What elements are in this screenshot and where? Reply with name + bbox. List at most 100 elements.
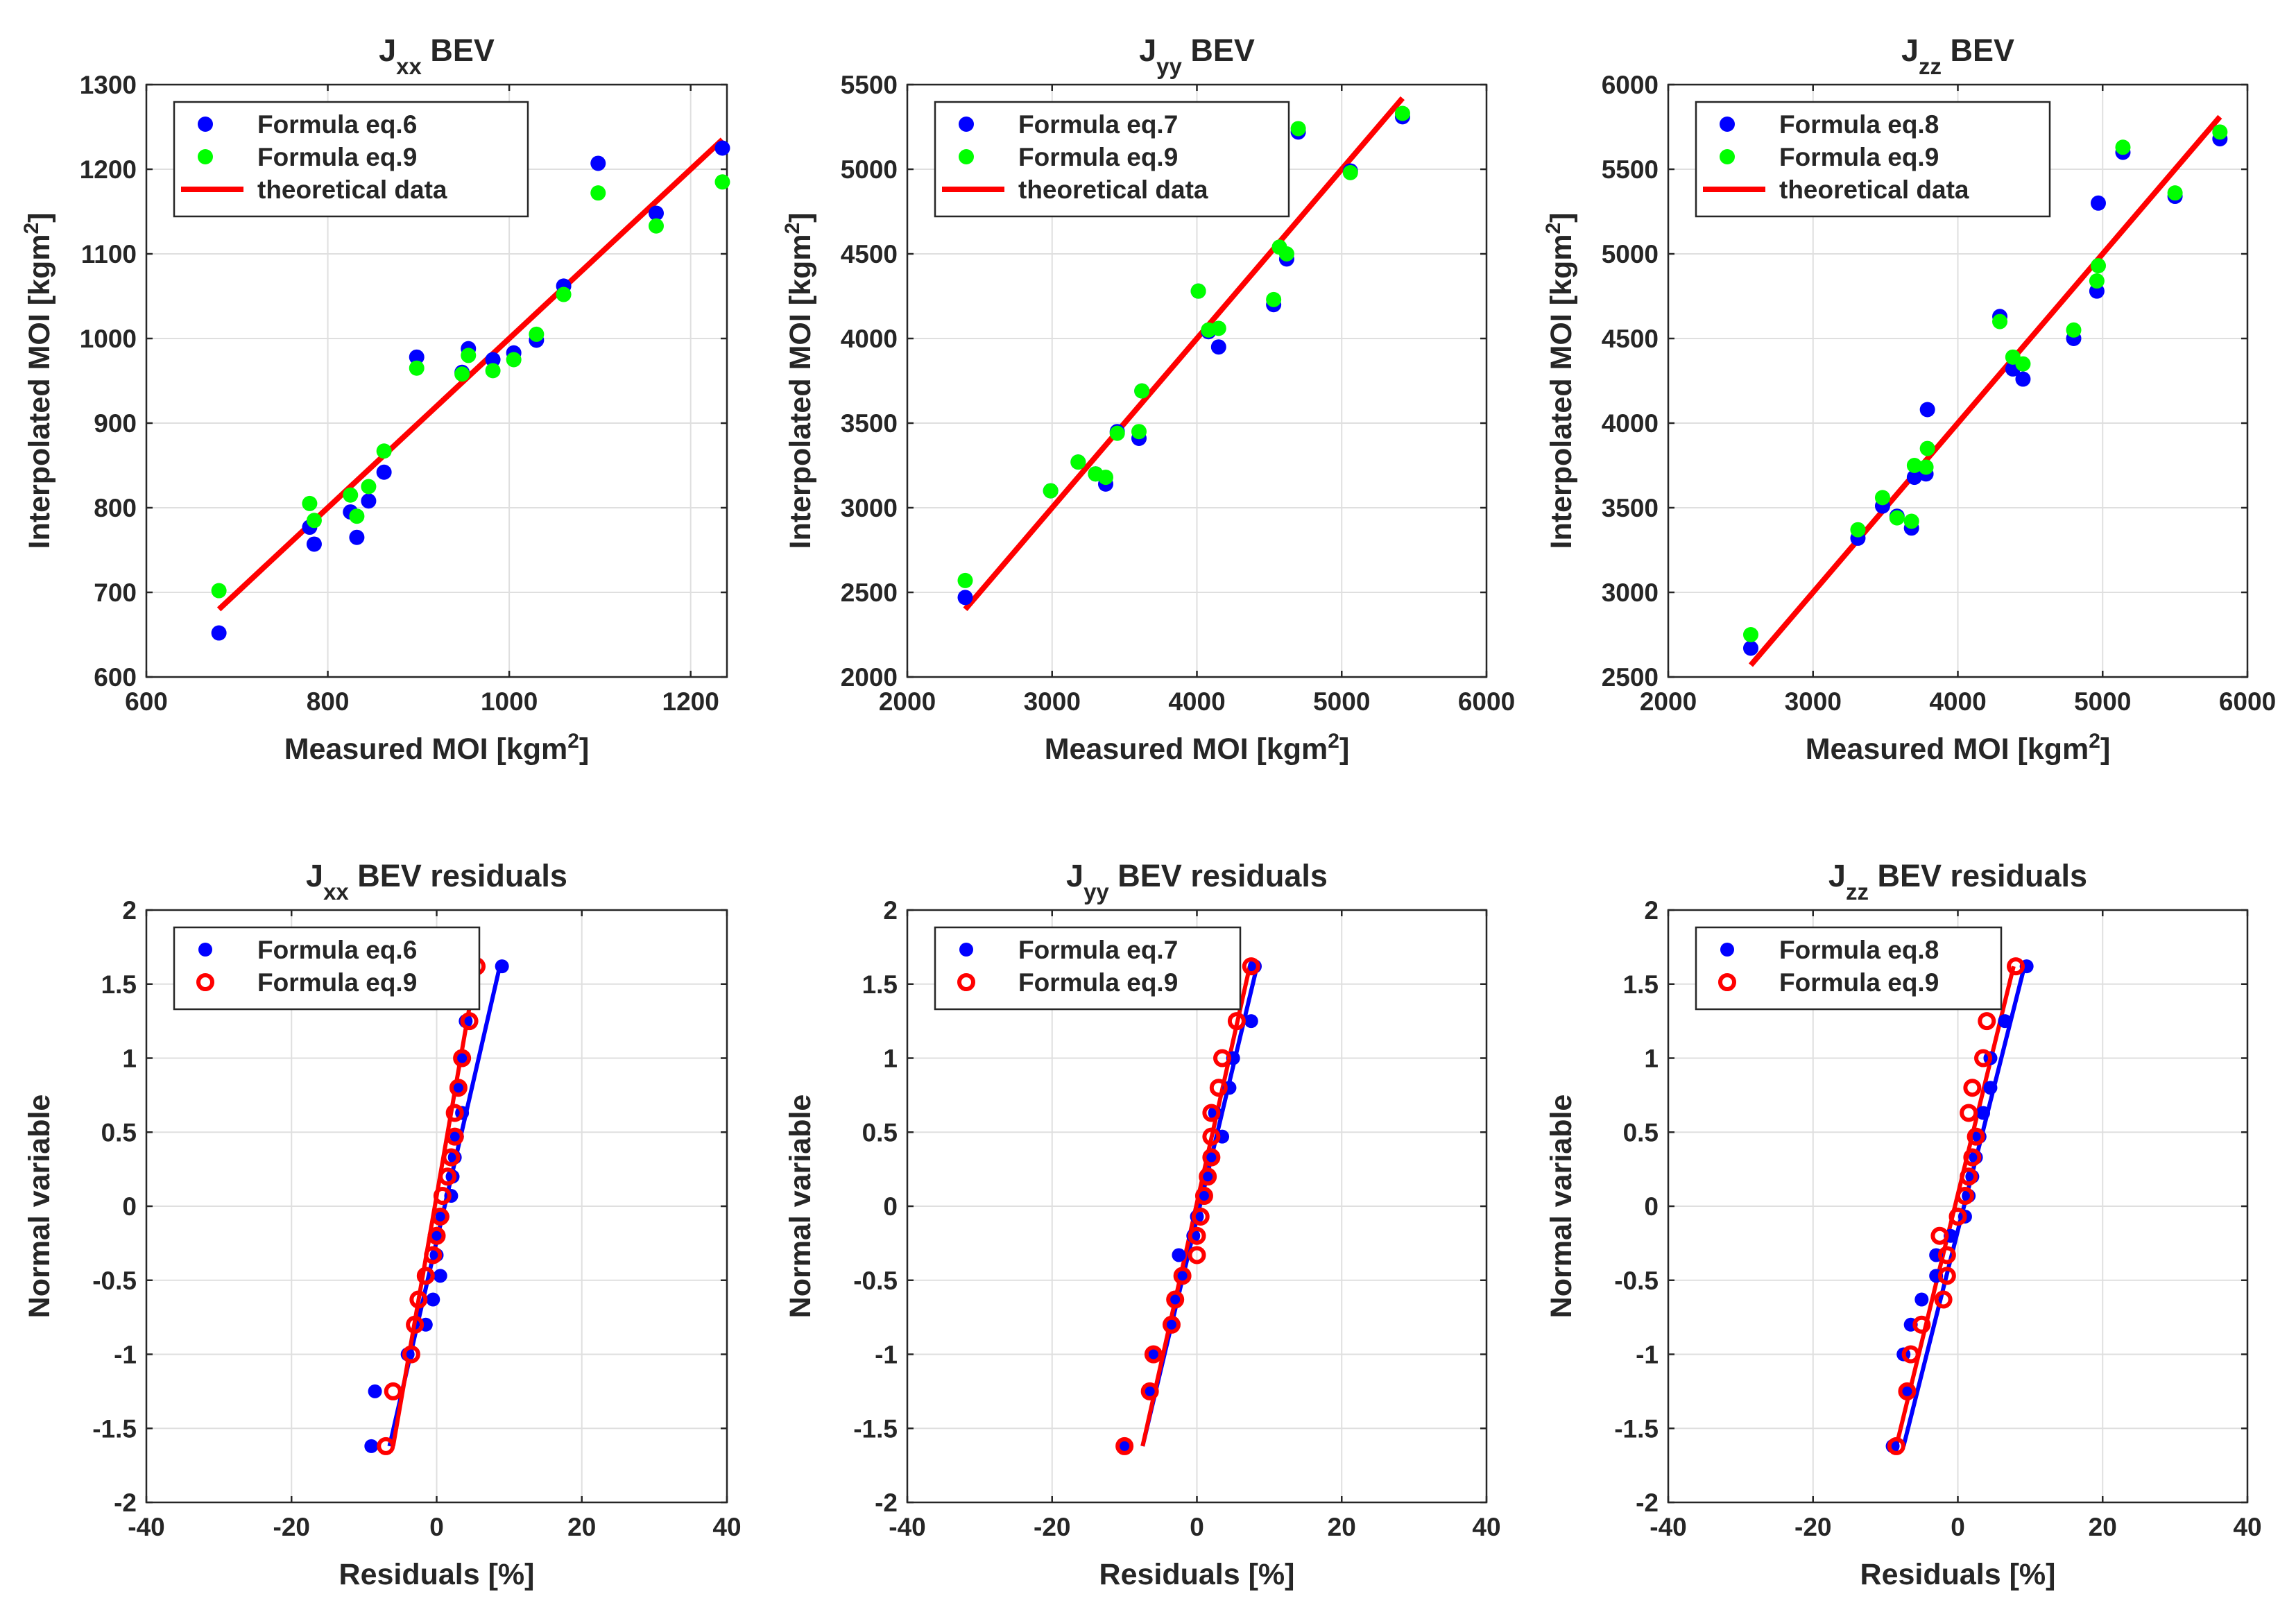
series-1-point <box>361 493 377 509</box>
series-2-point <box>1097 470 1113 486</box>
legend-label: theoretical data <box>1779 175 1969 204</box>
y-tick-label: 1000 <box>80 325 137 353</box>
legend-box <box>934 926 1242 1011</box>
x-tick-label: -40 <box>128 1513 164 1541</box>
legend-label: Formula eq.9 <box>1779 968 1939 997</box>
legend-marker <box>959 943 973 957</box>
residual-point-open <box>416 1267 435 1285</box>
x-tick-label: 2000 <box>879 687 936 716</box>
y-tick-label: 5000 <box>1602 240 1659 268</box>
y-tick-label: 2 <box>1644 896 1659 925</box>
y-axis-label: Interpolated MOI [kgm2] <box>20 213 57 549</box>
y-tick-label: -1 <box>1636 1341 1659 1369</box>
residual-point-filled <box>364 1439 379 1453</box>
x-tick-label: 3000 <box>1024 687 1081 716</box>
legend-label: Formula eq.9 <box>257 143 417 171</box>
series-2-point <box>2115 139 2131 155</box>
y-tick-label: 2000 <box>841 663 898 692</box>
residual-point-filled <box>1244 1014 1258 1029</box>
y-tick-label: 6000 <box>1602 71 1659 99</box>
x-axis-label: Residuals [%] <box>1860 1558 2056 1591</box>
series-1-point <box>2015 371 2031 387</box>
y-tick-label: 4000 <box>841 325 898 353</box>
x-tick-label: 5000 <box>1313 687 1370 716</box>
residual-point-open <box>1967 1127 1985 1146</box>
residual-point-filled <box>1998 1014 2012 1029</box>
residual-point-open <box>1115 1437 1134 1455</box>
x-tick-label: -40 <box>1650 1513 1686 1541</box>
legend-marker <box>198 943 212 957</box>
residual-point-filled <box>433 1269 447 1283</box>
residual-point-open <box>1242 957 1260 976</box>
series-2-point <box>211 583 227 599</box>
legend-marker <box>198 149 213 164</box>
chart-title: Jxx BEV <box>379 33 495 79</box>
y-tick-label: -1.5 <box>853 1414 898 1443</box>
legend-marker <box>959 117 974 132</box>
series-2-point <box>1109 425 1125 441</box>
legend-label: Formula eq.9 <box>1779 143 1939 171</box>
x-tick-label: 4000 <box>1168 687 1225 716</box>
residual-point-open <box>1901 1345 1920 1364</box>
series-2-point <box>1919 440 1935 456</box>
residual-point-open <box>1227 1012 1246 1031</box>
series-2-point <box>376 443 392 459</box>
series-2-point <box>1742 627 1758 642</box>
residual-point-open <box>1202 1104 1221 1122</box>
legend-box <box>1695 926 2003 1011</box>
x-tick-label: 5000 <box>2074 687 2131 716</box>
x-tick-label: 3000 <box>1785 687 1842 716</box>
residual-point-open <box>1978 1012 1996 1031</box>
residual-point-open <box>442 1148 461 1167</box>
series-1-point <box>1210 339 1226 355</box>
chart-title: Jyy BEV <box>1139 33 1255 79</box>
chart-panel-3: 2000 3000 4000 5000 6000 2500 3000 3500 4000 4500… <box>1542 33 2277 766</box>
y-tick-label: -1.5 <box>92 1414 137 1443</box>
series-1-point <box>349 529 365 545</box>
residual-point-open <box>1188 1246 1206 1264</box>
series-1-point <box>485 352 501 368</box>
series-1-point <box>409 349 425 365</box>
residual-point-open <box>449 1079 468 1097</box>
series-2-point <box>2089 273 2105 289</box>
chart-panel-6: -40 -20 0 20 40 -2 -1.5 -1 -0.5 0 0.5 1 1.5 2 Jzz BEV … <box>1545 858 2262 1591</box>
series-1-point <box>714 140 730 156</box>
x-axis-label: Measured MOI [kgm2] <box>1045 730 1350 766</box>
residual-point-open <box>409 1290 428 1309</box>
y-tick-label: -0.5 <box>92 1267 137 1295</box>
residual-point-open <box>406 1315 425 1334</box>
residual-point-open <box>445 1127 464 1146</box>
residual-point-open <box>1194 1187 1213 1206</box>
y-tick-label: -2 <box>114 1489 137 1517</box>
series-2-point <box>461 348 477 363</box>
legend-box <box>173 926 481 1011</box>
x-tick-label: 6000 <box>2219 687 2276 716</box>
residual-point-open <box>384 1382 402 1400</box>
residual-point-open <box>1937 1267 1956 1285</box>
residual-point-open <box>1191 1207 1210 1226</box>
y-tick-label: 0 <box>122 1192 137 1221</box>
series-2-point <box>1342 164 1358 180</box>
y-tick-label: 0.5 <box>101 1118 137 1147</box>
y-tick-label: 0 <box>883 1192 898 1221</box>
chart-panel-4: -40 -20 0 20 40 -2 -1.5 -1 -0.5 0 0.5 1 1.5 2 Jxx BEV … <box>23 858 742 1591</box>
y-tick-label: 1200 <box>80 155 137 184</box>
y-tick-label: 1.5 <box>862 970 898 999</box>
series-2-point <box>2212 124 2228 140</box>
legend-label: Formula eq.8 <box>1779 936 1939 964</box>
residual-point-open <box>1912 1315 1931 1334</box>
y-tick-label: 1 <box>1644 1045 1659 1073</box>
legend-marker <box>196 973 214 991</box>
x-tick-label: 1000 <box>481 687 538 716</box>
residual-point-open <box>1955 1187 1974 1206</box>
series-2-point <box>1992 314 2008 329</box>
residual-fit-line-1 <box>1901 966 2027 1447</box>
chart-title: Jzz BEV residuals <box>1828 858 2087 904</box>
series-2-point <box>590 185 606 201</box>
series-2-point <box>1290 121 1306 137</box>
chart-title: Jzz BEV <box>1901 33 2014 79</box>
residual-point-filled <box>1983 1081 1998 1095</box>
residual-point-open <box>1963 1148 1982 1167</box>
series-2-point <box>2015 356 2031 372</box>
series-1-point <box>648 205 664 221</box>
